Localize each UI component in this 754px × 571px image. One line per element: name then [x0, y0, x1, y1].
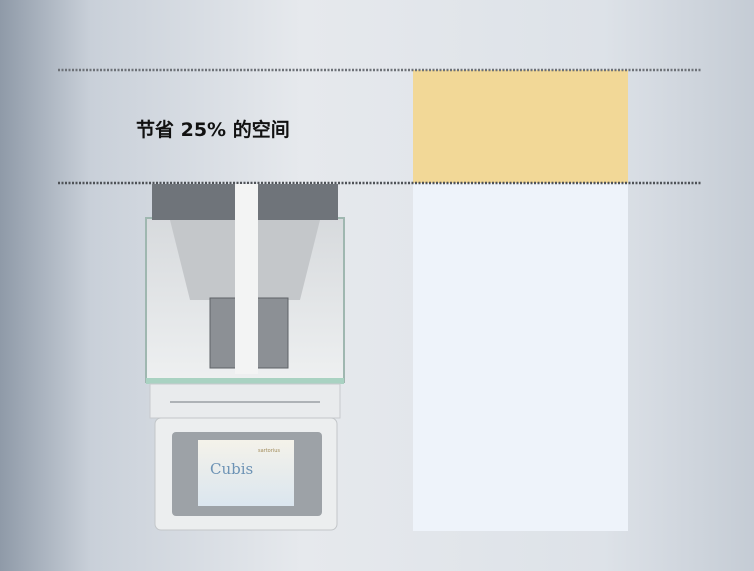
comparison-footprint: [413, 183, 628, 531]
screen-title: Cubis: [210, 460, 253, 478]
door-handle: [235, 184, 258, 374]
brand: sartorius: [258, 448, 280, 454]
glass-edge: [146, 378, 344, 384]
background: [0, 0, 754, 571]
balance: Cubis sartorius: [146, 184, 344, 530]
headline: 节省 25% 的空间: [136, 118, 290, 141]
scene: 节省 25% 的空间 Cubis sartorius: [0, 0, 754, 571]
saved-space: [413, 70, 628, 183]
page: 节省 25% 的空间 Cubis sartorius (() => { cons…: [0, 0, 754, 571]
